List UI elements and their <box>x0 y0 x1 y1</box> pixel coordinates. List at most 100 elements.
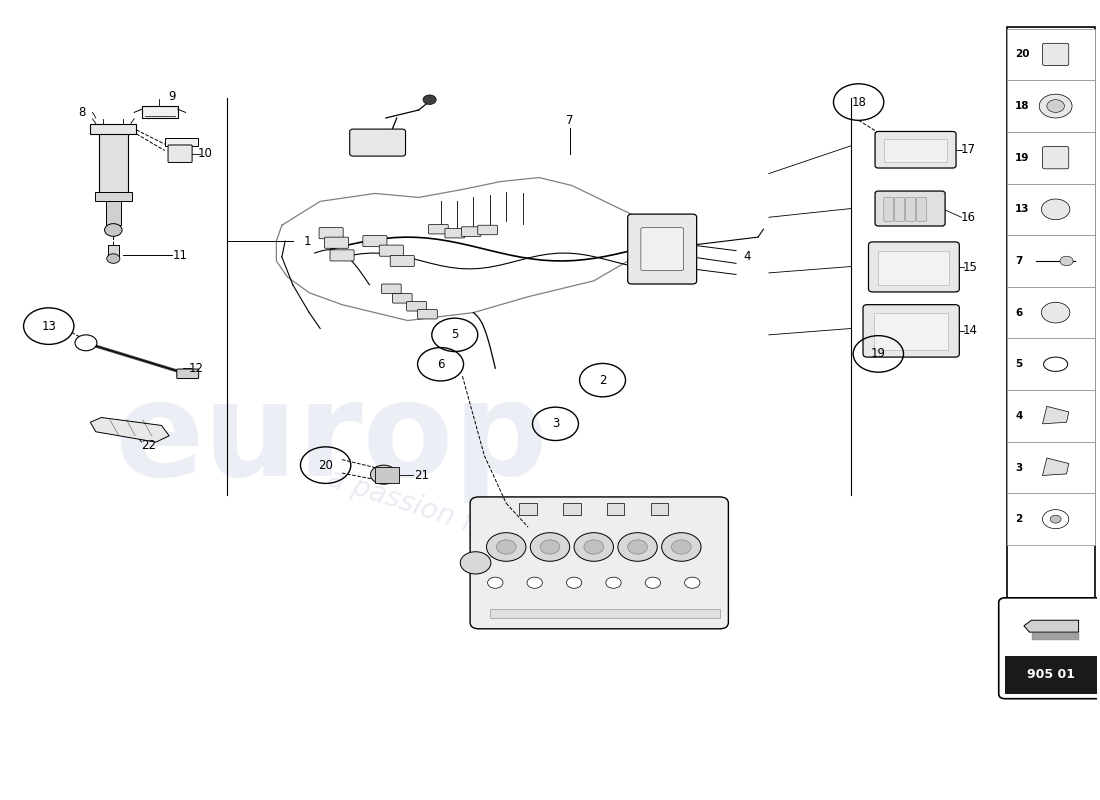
Text: 18: 18 <box>851 95 866 109</box>
Bar <box>878 250 949 285</box>
FancyBboxPatch shape <box>379 245 404 256</box>
Bar <box>375 466 399 482</box>
FancyBboxPatch shape <box>363 235 387 246</box>
Polygon shape <box>1024 620 1079 632</box>
FancyBboxPatch shape <box>429 225 448 234</box>
Polygon shape <box>90 123 136 134</box>
Bar <box>95 192 132 202</box>
Polygon shape <box>1043 458 1069 475</box>
Polygon shape <box>165 138 198 146</box>
Text: 3: 3 <box>552 418 559 430</box>
FancyBboxPatch shape <box>999 598 1100 698</box>
Text: 19: 19 <box>871 347 886 361</box>
Text: 22: 22 <box>141 438 156 452</box>
Circle shape <box>540 540 560 554</box>
Bar <box>1008 338 1094 390</box>
Bar <box>1008 286 1094 338</box>
Text: 3: 3 <box>1015 462 1022 473</box>
Text: 11: 11 <box>173 249 188 262</box>
Text: 7: 7 <box>1015 256 1023 266</box>
FancyBboxPatch shape <box>1043 146 1069 169</box>
Circle shape <box>75 335 97 350</box>
FancyBboxPatch shape <box>330 250 354 261</box>
Bar <box>519 503 537 515</box>
FancyBboxPatch shape <box>390 255 415 266</box>
Circle shape <box>584 540 604 554</box>
Text: 5: 5 <box>451 328 459 342</box>
Bar <box>1032 633 1079 640</box>
FancyBboxPatch shape <box>444 229 464 238</box>
Text: 7: 7 <box>566 114 573 127</box>
Bar <box>883 139 947 162</box>
Text: 1: 1 <box>304 234 311 248</box>
FancyBboxPatch shape <box>319 228 343 238</box>
Text: 18: 18 <box>1015 101 1030 111</box>
Text: 10: 10 <box>198 147 212 160</box>
Text: 16: 16 <box>960 210 976 224</box>
Bar <box>1008 26 1094 598</box>
Circle shape <box>1050 515 1062 523</box>
Circle shape <box>424 95 437 105</box>
Circle shape <box>1042 302 1070 323</box>
Text: 2: 2 <box>598 374 606 386</box>
FancyBboxPatch shape <box>168 145 192 162</box>
Circle shape <box>574 533 614 562</box>
Text: 20: 20 <box>1015 50 1030 59</box>
Bar <box>651 503 668 515</box>
Bar <box>563 503 581 515</box>
FancyBboxPatch shape <box>905 198 915 222</box>
FancyBboxPatch shape <box>477 226 497 234</box>
Circle shape <box>566 577 582 588</box>
Circle shape <box>1047 100 1065 113</box>
Bar <box>99 133 128 194</box>
Text: 8: 8 <box>78 106 86 119</box>
Circle shape <box>371 465 397 484</box>
Text: 13: 13 <box>1015 204 1030 214</box>
Polygon shape <box>1043 406 1069 424</box>
FancyBboxPatch shape <box>382 284 402 294</box>
Text: 4: 4 <box>1015 411 1023 421</box>
Polygon shape <box>142 106 178 118</box>
Bar <box>874 314 948 350</box>
Text: 14: 14 <box>962 324 978 338</box>
Text: 6: 6 <box>1015 308 1022 318</box>
Circle shape <box>486 533 526 562</box>
Circle shape <box>487 577 503 588</box>
Text: 19: 19 <box>1015 153 1030 162</box>
Circle shape <box>496 540 516 554</box>
Bar <box>1008 235 1094 286</box>
FancyBboxPatch shape <box>876 131 956 168</box>
Circle shape <box>671 540 691 554</box>
FancyBboxPatch shape <box>628 214 696 284</box>
Bar <box>106 201 121 226</box>
Circle shape <box>606 577 621 588</box>
Bar <box>1008 442 1094 494</box>
Text: 5: 5 <box>1015 359 1022 370</box>
Text: 15: 15 <box>962 261 978 274</box>
Circle shape <box>684 577 700 588</box>
Circle shape <box>460 552 491 574</box>
FancyBboxPatch shape <box>324 237 349 248</box>
Circle shape <box>527 577 542 588</box>
Circle shape <box>646 577 660 588</box>
Bar <box>1008 29 1094 80</box>
Text: a passion for parts since 1985: a passion for parts since 1985 <box>324 465 732 621</box>
Polygon shape <box>90 418 169 442</box>
FancyBboxPatch shape <box>393 294 412 303</box>
FancyBboxPatch shape <box>641 228 683 270</box>
FancyBboxPatch shape <box>470 497 728 629</box>
FancyBboxPatch shape <box>418 310 438 319</box>
Text: 13: 13 <box>42 320 56 333</box>
Circle shape <box>628 540 648 554</box>
FancyBboxPatch shape <box>350 129 406 156</box>
FancyBboxPatch shape <box>864 305 959 357</box>
FancyBboxPatch shape <box>407 302 427 311</box>
Bar <box>1008 183 1094 235</box>
Circle shape <box>1060 256 1074 266</box>
Circle shape <box>107 254 120 263</box>
Text: 21: 21 <box>415 469 429 482</box>
FancyBboxPatch shape <box>916 198 926 222</box>
FancyBboxPatch shape <box>876 191 945 226</box>
Text: europ: europ <box>114 376 548 503</box>
Circle shape <box>1040 94 1072 118</box>
